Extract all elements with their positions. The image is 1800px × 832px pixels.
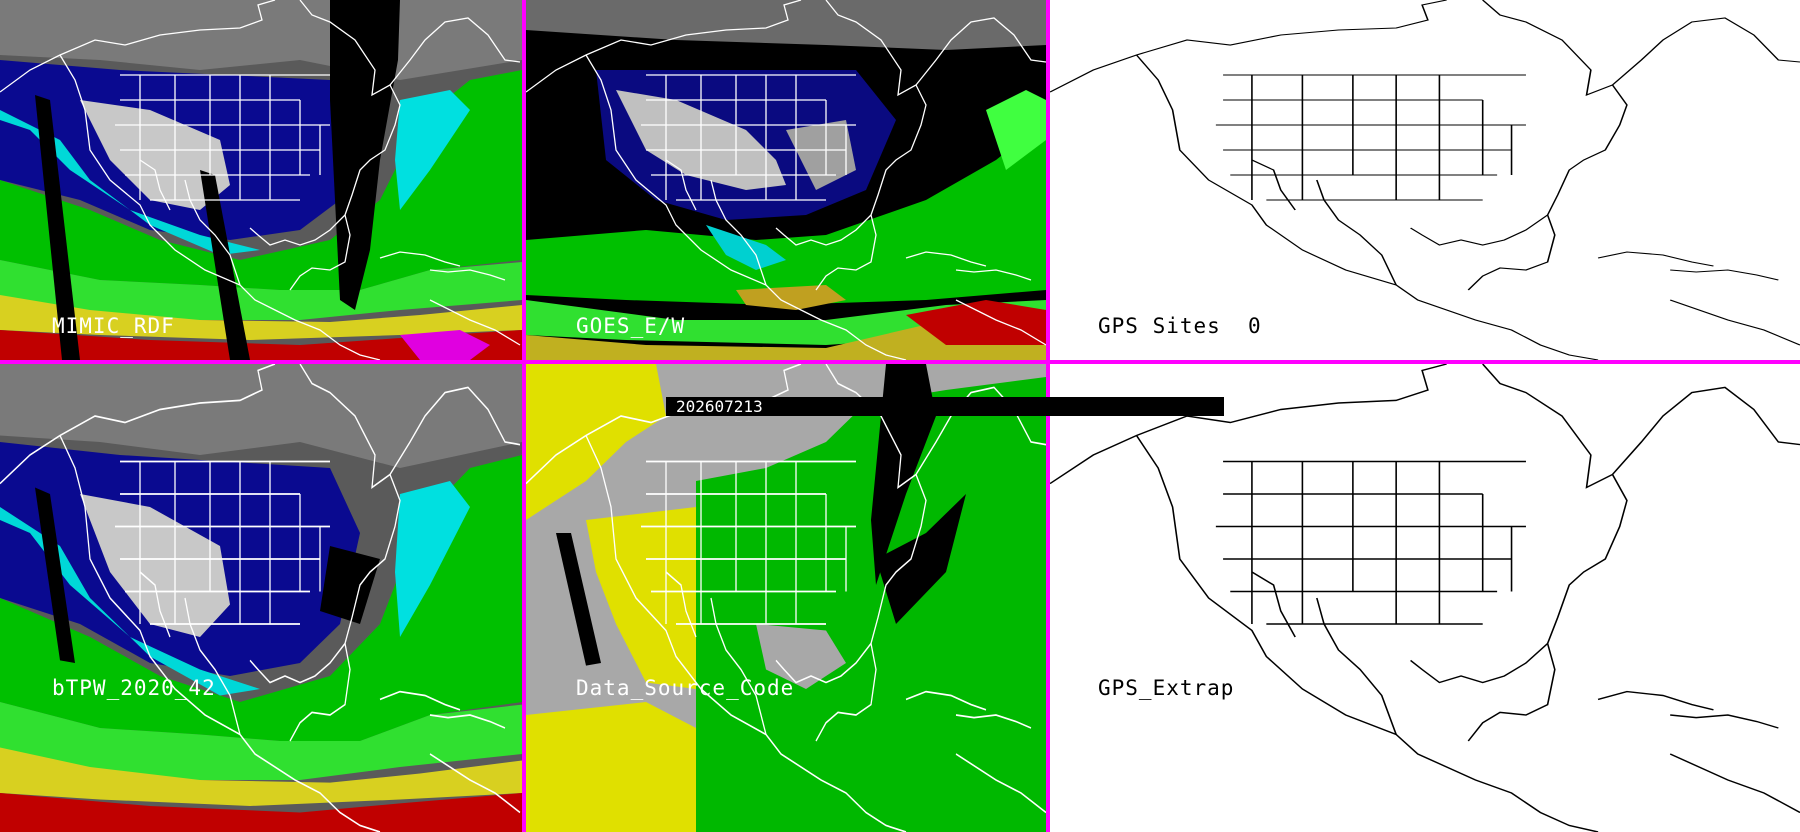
horizontal-divider [0, 360, 1800, 364]
timestamp-bar: 202607213 [666, 397, 1224, 416]
data-source-panel: Data_Source_Code [526, 364, 1046, 832]
mimic-rdf-panel: MIMIC_RDF [0, 0, 522, 360]
mimic-rdf-map [0, 0, 522, 360]
gps-sites-map [1050, 0, 1800, 360]
mimic-rdf-label: MIMIC_RDF [52, 314, 175, 338]
gps-sites-label: GPS Sites [1098, 314, 1221, 338]
gps-sites-count: 0 [1248, 314, 1262, 338]
gps-extrap-label: GPS_Extrap [1098, 676, 1235, 700]
goes-map [526, 0, 1046, 360]
gps-sites-panel: GPS Sites 0 [1050, 0, 1800, 360]
goes-panel: GOES_E/W [526, 0, 1046, 360]
gps-extrap-panel: GPS_Extrap [1050, 364, 1800, 832]
btpw-label: bTPW_2020_42 [52, 676, 216, 700]
gps-extrap-map [1050, 364, 1800, 832]
vertical-divider-right [1046, 0, 1050, 832]
timestamp-text: 202607213 [676, 397, 763, 416]
vertical-divider-left [522, 0, 526, 832]
data-source-label: Data_Source_Code [576, 676, 795, 700]
btpw-panel: bTPW_2020_42 [0, 364, 522, 832]
data-source-map [526, 364, 1046, 832]
goes-label: GOES_E/W [576, 314, 686, 338]
btpw-map [0, 364, 522, 832]
